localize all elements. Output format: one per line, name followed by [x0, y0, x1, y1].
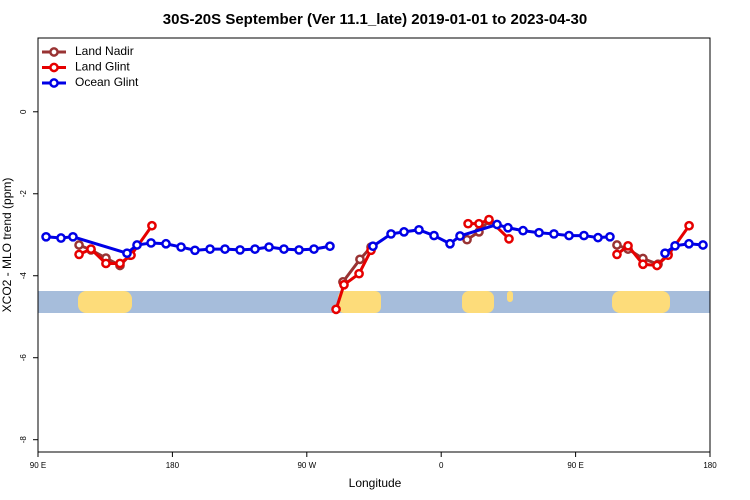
data-point	[161, 238, 171, 249]
data-point	[354, 268, 364, 279]
data-point	[612, 249, 622, 260]
chart-title: 30S-20S September (Ver 11.1_late) 2019-0…	[163, 11, 587, 28]
data-point	[74, 240, 84, 250]
data-point	[684, 220, 694, 231]
data-point	[484, 214, 494, 225]
data-point	[339, 279, 349, 290]
data-point	[176, 242, 186, 252]
y-tick-label: -2	[19, 190, 28, 198]
data-point	[518, 225, 528, 236]
data-point	[623, 240, 633, 251]
data-point	[455, 231, 465, 241]
legend-marker	[49, 62, 59, 73]
data-point	[399, 227, 409, 237]
x-tick-label: 90 W	[297, 461, 316, 470]
data-point	[41, 231, 51, 242]
series-line	[664, 242, 704, 255]
data-point	[132, 240, 142, 250]
data-point	[386, 229, 396, 239]
plot-frame	[37, 37, 711, 453]
data-point	[309, 244, 319, 254]
data-point	[146, 238, 156, 248]
series-line	[372, 222, 611, 248]
data-point	[279, 244, 289, 254]
data-point	[534, 227, 544, 238]
data-point	[122, 248, 132, 259]
legend-label: Ocean Glint	[75, 75, 139, 89]
data-point	[474, 218, 484, 229]
data-point	[605, 231, 615, 242]
x-tick-label: 180	[166, 461, 180, 470]
data-point	[612, 240, 622, 250]
data-point	[68, 231, 78, 242]
data-point	[660, 248, 670, 259]
y-tick-label: -8	[19, 436, 28, 444]
x-tick-label: 90 E	[30, 461, 46, 470]
x-tick-label: 180	[703, 461, 717, 470]
data-point	[638, 259, 648, 270]
data-point	[74, 249, 84, 260]
y-tick-label: -6	[19, 354, 28, 362]
series-line	[468, 217, 511, 240]
data-point	[492, 219, 502, 230]
legend-label: Land Glint	[75, 60, 130, 74]
data-point	[368, 241, 378, 252]
data-point	[429, 230, 439, 241]
y-axis-label: XCO2 - MLO trend (ppm)	[0, 178, 14, 313]
data-point	[115, 258, 125, 269]
data-point	[220, 244, 230, 254]
data-point	[579, 230, 589, 241]
data-point	[462, 234, 472, 245]
series-line	[334, 249, 373, 310]
data-point	[445, 238, 455, 249]
x-axis-label: Longitude	[349, 476, 402, 490]
data-point	[670, 240, 680, 251]
x-tick-label: 0	[439, 461, 444, 470]
data-point	[684, 238, 694, 249]
x-tick-label: 90 E	[567, 461, 583, 470]
y-tick-label: -4	[19, 272, 28, 280]
data-point	[463, 218, 473, 229]
data-point	[264, 242, 274, 252]
data-point	[190, 245, 200, 256]
data-point	[325, 241, 335, 252]
data-point	[101, 258, 111, 269]
legend-label: Land Nadir	[75, 44, 134, 58]
data-point	[86, 244, 96, 254]
data-point	[549, 229, 559, 239]
legend-marker	[49, 78, 59, 88]
data-point	[147, 220, 157, 231]
data-point	[414, 224, 424, 235]
data-point	[504, 234, 514, 244]
data-point	[331, 304, 341, 315]
data-point	[294, 245, 304, 255]
data-point	[235, 245, 245, 255]
data-point	[503, 222, 513, 233]
data-point	[205, 244, 215, 254]
data-point	[250, 244, 260, 254]
legend-marker	[49, 47, 59, 57]
data-point	[652, 260, 662, 271]
y-tick-label: 0	[19, 109, 28, 114]
data-point	[56, 233, 66, 243]
data-point	[698, 240, 708, 250]
map-strip	[38, 291, 710, 313]
data-point	[593, 232, 603, 243]
data-point	[355, 254, 365, 265]
data-point	[564, 230, 574, 241]
